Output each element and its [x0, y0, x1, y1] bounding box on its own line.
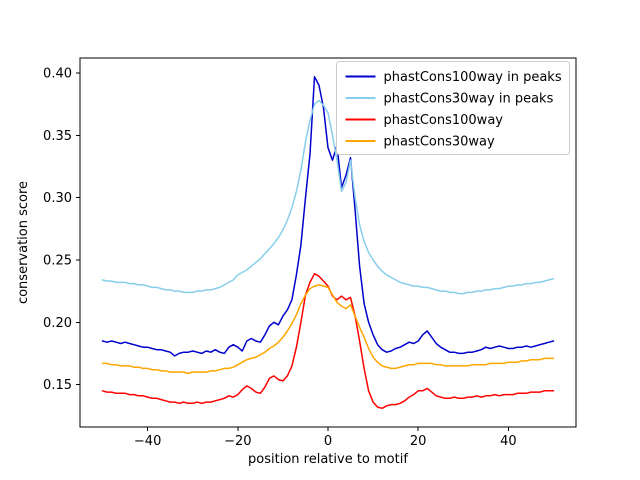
x-tick-label: 0 — [324, 434, 332, 449]
series-line-phastCons100way-in-peaks — [101, 75, 555, 357]
legend-label: phastCons100way in peaks — [384, 70, 562, 85]
legend-label: phastCons30way — [384, 135, 496, 150]
series-line-phastCons30way — [101, 284, 555, 375]
x-tick-label: −40 — [134, 434, 161, 449]
legend-box — [336, 61, 570, 155]
series-line-phastCons30way-in-peaks — [101, 99, 555, 295]
legend-label: phastCons30way in peaks — [384, 92, 554, 107]
y-tick-label: 0.30 — [43, 191, 72, 206]
series-line-phastCons100way — [101, 272, 555, 410]
y-tick-label: 0.15 — [43, 378, 72, 393]
y-tick-label: 0.25 — [43, 253, 72, 268]
x-tick-label: 20 — [410, 434, 427, 449]
x-axis-label: position relative to motif — [248, 452, 408, 467]
legend-label: phastCons100way — [384, 113, 504, 128]
y-tick-label: 0.40 — [43, 66, 72, 81]
x-tick-label: 40 — [500, 434, 517, 449]
y-axis-label: conservation score — [16, 181, 31, 304]
y-tick-label: 0.35 — [43, 129, 72, 144]
x-tick-label: −20 — [224, 434, 251, 449]
y-tick-label: 0.20 — [43, 316, 72, 331]
